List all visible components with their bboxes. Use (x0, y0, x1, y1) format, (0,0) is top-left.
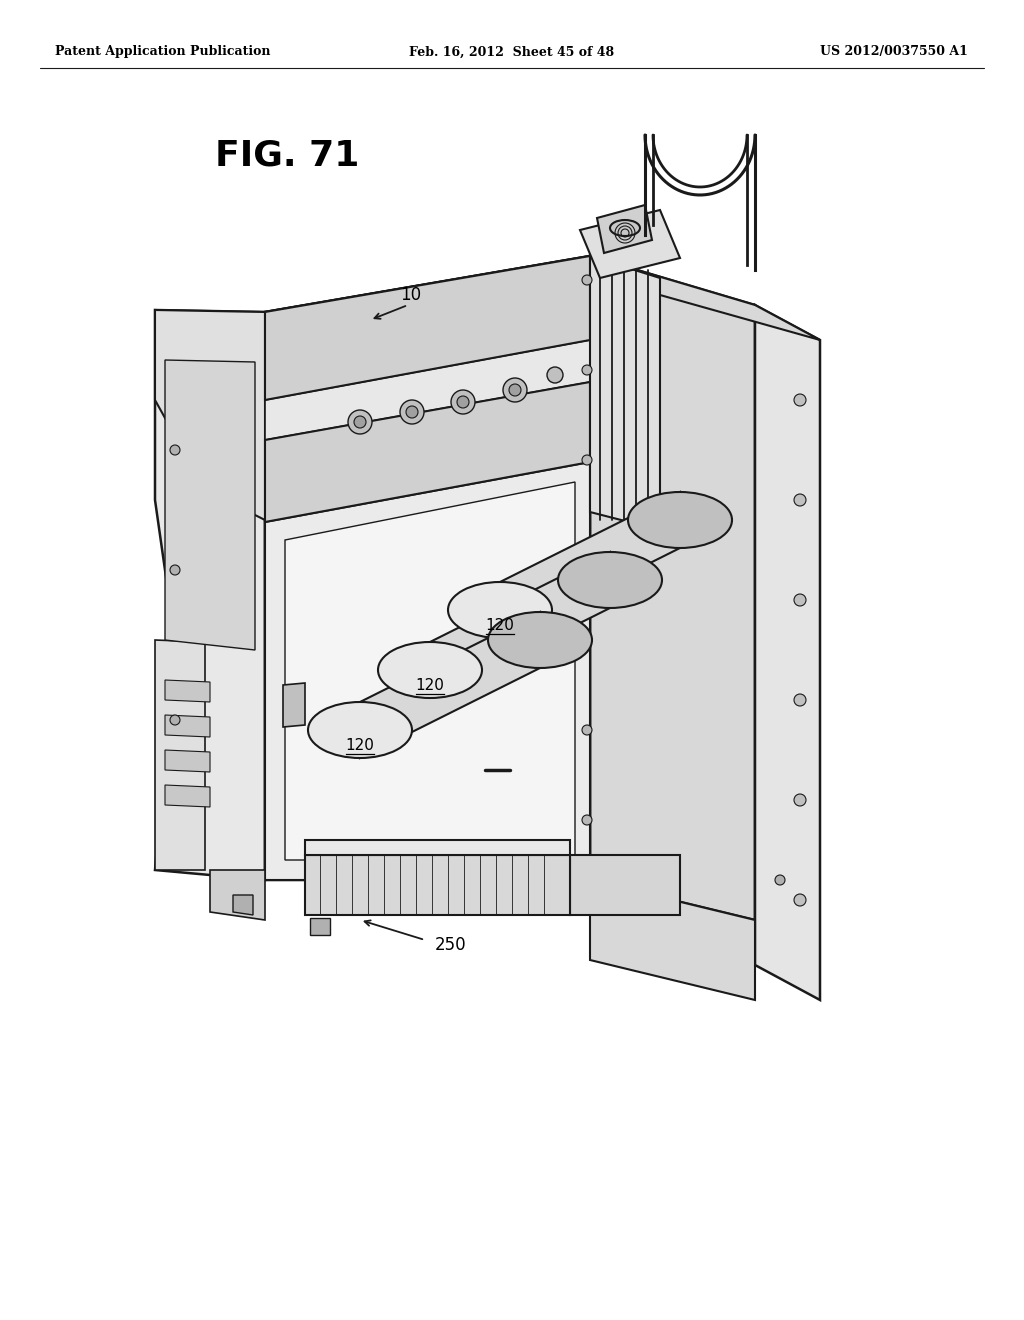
Circle shape (348, 411, 372, 434)
Polygon shape (590, 256, 755, 920)
Circle shape (170, 565, 180, 576)
Polygon shape (755, 305, 820, 1001)
Polygon shape (165, 785, 210, 807)
Text: Feb. 16, 2012  Sheet 45 of 48: Feb. 16, 2012 Sheet 45 of 48 (410, 45, 614, 58)
Text: 250: 250 (435, 936, 467, 954)
Polygon shape (265, 341, 590, 440)
Polygon shape (305, 855, 570, 915)
Circle shape (451, 389, 475, 414)
Circle shape (582, 545, 592, 554)
Circle shape (457, 396, 469, 408)
Text: 10: 10 (400, 286, 421, 304)
Polygon shape (265, 256, 590, 400)
Polygon shape (590, 256, 660, 531)
Circle shape (582, 366, 592, 375)
Circle shape (775, 875, 785, 884)
Polygon shape (165, 750, 210, 772)
Polygon shape (590, 880, 755, 1001)
Polygon shape (155, 310, 265, 880)
Ellipse shape (308, 702, 412, 758)
Text: 120: 120 (416, 677, 444, 693)
Circle shape (547, 367, 563, 383)
Polygon shape (165, 360, 255, 649)
Polygon shape (155, 640, 205, 870)
Text: FIG. 71: FIG. 71 (215, 139, 359, 172)
Circle shape (794, 894, 806, 906)
Text: Patent Application Publication: Patent Application Publication (55, 45, 270, 58)
Circle shape (503, 378, 527, 403)
Circle shape (794, 594, 806, 606)
Circle shape (582, 275, 592, 285)
Circle shape (582, 725, 592, 735)
Polygon shape (155, 310, 265, 520)
Ellipse shape (449, 582, 552, 638)
Circle shape (170, 715, 180, 725)
Circle shape (354, 416, 366, 428)
Circle shape (794, 393, 806, 407)
Polygon shape (580, 210, 680, 279)
Polygon shape (165, 680, 210, 702)
Circle shape (170, 445, 180, 455)
Circle shape (582, 814, 592, 825)
Polygon shape (430, 552, 610, 698)
Polygon shape (310, 917, 330, 935)
Text: 120: 120 (485, 618, 514, 632)
Circle shape (794, 694, 806, 706)
Polygon shape (285, 482, 575, 861)
Circle shape (582, 455, 592, 465)
Polygon shape (265, 381, 590, 521)
Polygon shape (283, 682, 305, 727)
Circle shape (794, 795, 806, 807)
Polygon shape (210, 870, 265, 920)
Polygon shape (305, 840, 570, 855)
Ellipse shape (378, 642, 482, 698)
Polygon shape (597, 205, 652, 253)
Polygon shape (500, 492, 680, 638)
Polygon shape (360, 612, 540, 758)
Circle shape (509, 384, 521, 396)
Polygon shape (265, 256, 625, 341)
Polygon shape (265, 256, 590, 880)
Polygon shape (233, 895, 253, 915)
Ellipse shape (488, 612, 592, 668)
Text: US 2012/0037550 A1: US 2012/0037550 A1 (820, 45, 968, 58)
Polygon shape (265, 462, 590, 880)
Polygon shape (590, 256, 820, 341)
Ellipse shape (558, 552, 662, 609)
Polygon shape (165, 715, 210, 737)
Circle shape (794, 494, 806, 506)
Circle shape (406, 407, 418, 418)
Circle shape (400, 400, 424, 424)
Polygon shape (570, 855, 680, 915)
Text: 120: 120 (345, 738, 375, 752)
Circle shape (582, 635, 592, 645)
Ellipse shape (610, 220, 640, 236)
Ellipse shape (628, 492, 732, 548)
